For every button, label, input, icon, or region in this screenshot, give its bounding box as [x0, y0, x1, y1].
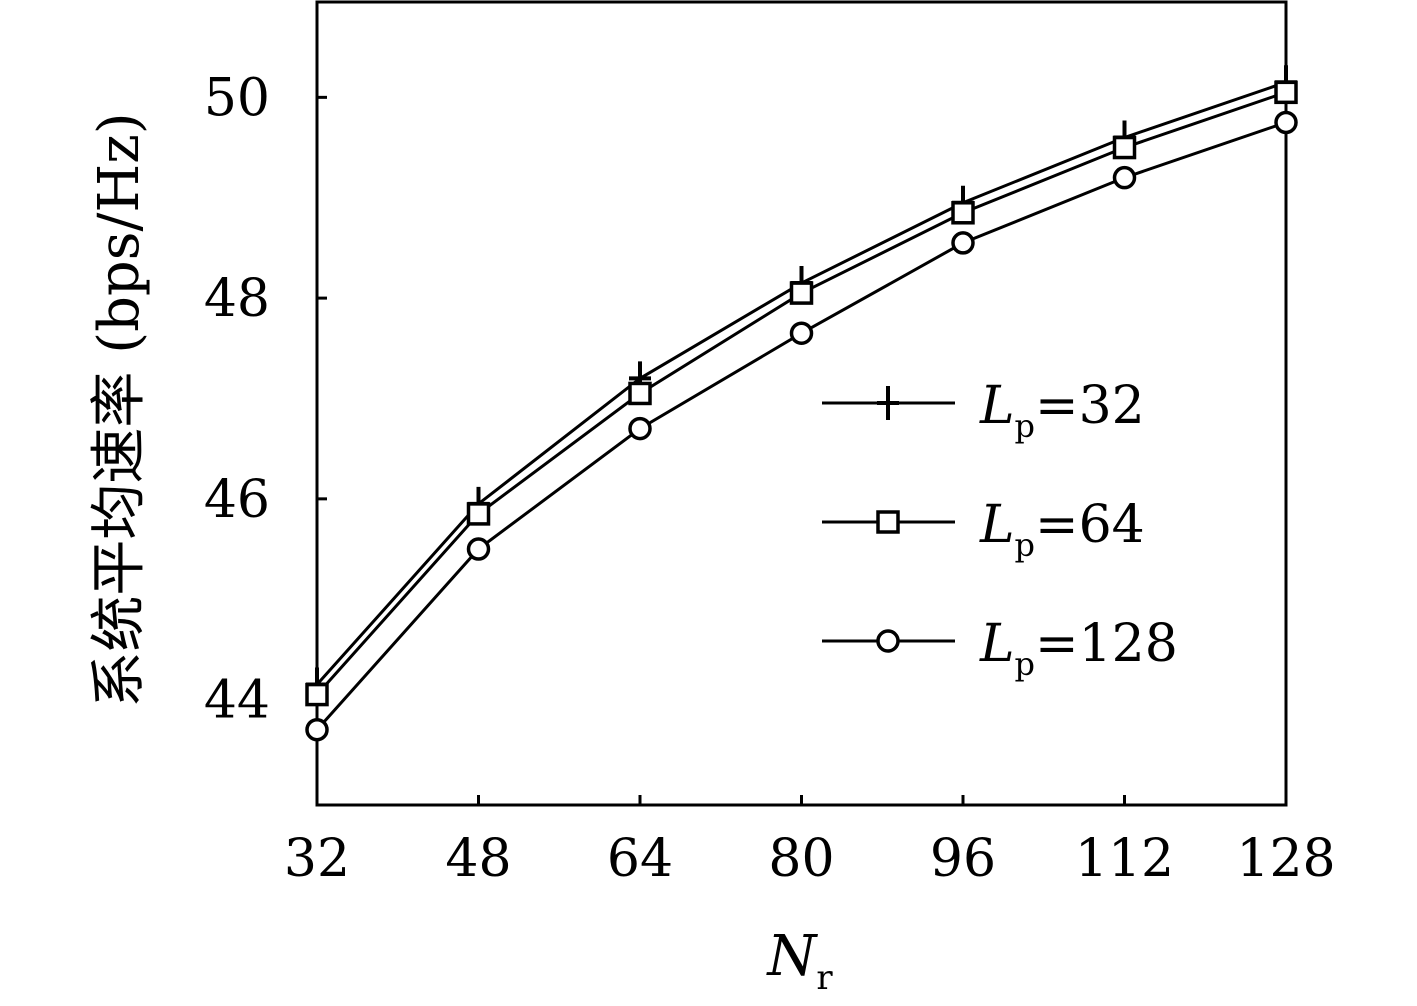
legend-label-sub: p: [1015, 407, 1035, 445]
square-marker: [1112, 135, 1137, 160]
legend-label: Lp=32: [979, 376, 1145, 445]
legend-label-sub: p: [1015, 645, 1035, 683]
circle-marker: [1274, 110, 1298, 135]
x-tick-label: 128: [1236, 829, 1335, 889]
legend-entry: Lp=128: [822, 614, 1178, 683]
y-axis-label: 系统平均速率 (bps/Hz): [87, 112, 152, 707]
circle-marker: [951, 231, 975, 255]
legend-label-main: L: [979, 614, 1015, 674]
square-marker: [1274, 80, 1298, 105]
legend-label-rest: =32: [1035, 376, 1145, 436]
x-tick-label: 32: [284, 829, 350, 889]
legend-label-sub: p: [1015, 526, 1035, 564]
circle-marker: [1112, 165, 1137, 190]
y-axis-ticks: 44 46 48 50: [204, 68, 327, 731]
circle-marker: [628, 416, 652, 441]
circle-marker: [305, 717, 329, 742]
x-tick-label: 80: [768, 829, 834, 889]
series-circle: [305, 110, 1298, 742]
square-marker: [305, 682, 329, 707]
plus-marker: [877, 386, 899, 420]
legend-label-rest: =64: [1035, 495, 1145, 555]
legend-entry: Lp=64: [822, 495, 1145, 564]
legend-label: Lp=128: [979, 614, 1178, 683]
square-marker: [789, 281, 814, 305]
x-tick-label: 48: [445, 829, 511, 889]
y-tick-label: 46: [204, 470, 270, 530]
square-marker: [876, 510, 900, 534]
square-marker: [628, 381, 652, 406]
x-axis-ticks: 32 48 64 80 96 112 128: [284, 795, 1336, 889]
circle-marker: [466, 537, 491, 561]
circle-marker: [789, 321, 814, 345]
legend-label-main: L: [979, 495, 1015, 555]
y-tick-label: 44: [204, 671, 270, 731]
circle-marker: [876, 629, 900, 653]
x-axis-label-main: N: [765, 924, 818, 989]
legend-entry: Lp=32: [822, 376, 1145, 445]
series-square: [305, 80, 1298, 707]
legend-label-rest: =128: [1035, 614, 1178, 674]
square-marker: [951, 201, 975, 225]
y-tick-label: 48: [204, 269, 270, 329]
legend-label: Lp=64: [979, 495, 1145, 564]
y-tick-label: 50: [204, 68, 270, 128]
x-axis-label: Nr: [765, 924, 833, 998]
x-tick-label: 64: [607, 829, 673, 889]
x-tick-label: 96: [930, 829, 996, 889]
series-plus: [306, 65, 1297, 702]
series-group: [305, 65, 1298, 742]
square-marker: [466, 502, 491, 526]
legend-label-main: L: [979, 376, 1015, 436]
x-tick-label: 112: [1075, 829, 1174, 889]
x-axis-label-sub: r: [816, 958, 833, 998]
